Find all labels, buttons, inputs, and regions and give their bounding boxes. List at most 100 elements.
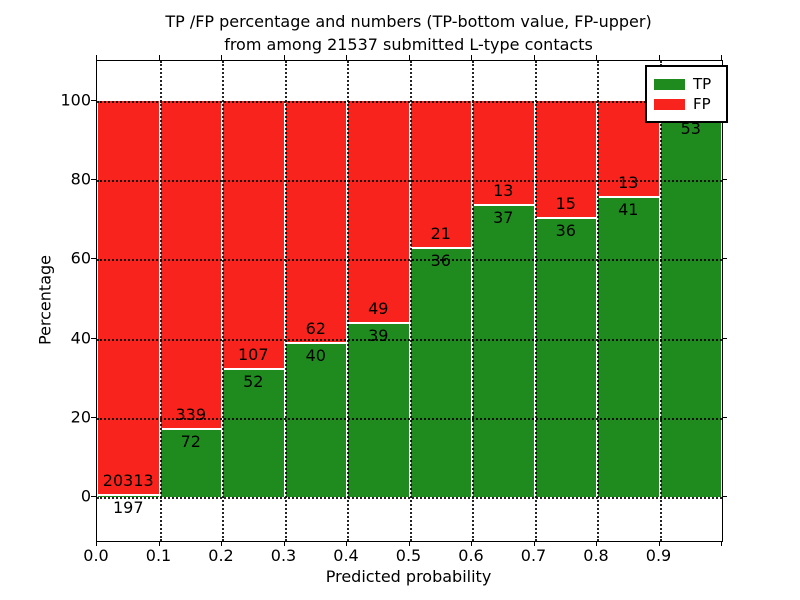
y-tick-mark [91,99,96,101]
bar-segment-tp [159,427,222,498]
tp-count-label: 41 [618,200,639,220]
x-tick-mark [533,55,535,60]
x-tick-mark [221,541,222,546]
tp-count-label: 36 [430,250,451,270]
x-tick-label: 0.1 [145,546,172,565]
tp-count-label: 36 [555,221,576,241]
x-tick-mark [96,55,97,60]
vertical-gridline [659,61,662,541]
tp-count-label: 52 [243,371,264,391]
tp-count-label: 39 [368,325,389,345]
x-tick-mark [596,541,597,546]
x-tick-mark [221,55,222,60]
x-tick-label: 0.6 [458,546,484,565]
x-tick-mark [283,541,285,546]
x-tick-mark [283,55,285,60]
fp-count-label: 49 [368,298,389,318]
legend-swatch-fp [654,99,685,110]
bar-segment-tp [659,114,722,498]
y-tick-mark [91,258,96,260]
fp-count-label: 339 [175,404,207,424]
x-tick-label: 0.2 [208,546,234,565]
y-tick-mark [722,258,727,260]
y-tick-mark [722,496,727,498]
vertical-gridline [409,61,412,541]
legend-item-fp: FP [654,96,720,113]
fp-count-label: 20313 [102,470,154,490]
y-tick-label: 80 [70,169,91,189]
x-tick-mark [471,55,472,60]
vertical-gridline [159,61,162,541]
bar-segment-fp [347,100,410,322]
y-tick-mark [91,417,96,419]
y-axis-label: Percentage [35,254,55,346]
chart-title-line2: from among 21537 submitted L-type contac… [224,35,593,54]
bar-segment-fp [409,100,472,247]
bar-segment-fp [97,100,160,494]
x-tick-mark [658,55,660,60]
fp-count-label: 107 [237,344,269,364]
legend-label: FP [693,95,711,113]
plot-area: 20313 197 339 72 107 52 62 40 49 39 21 36 13 37 15 36 13… [96,60,728,542]
x-tick-mark [721,55,722,60]
fp-count-label: 13 [493,180,514,200]
fp-count-label: 13 [618,173,639,193]
x-tick-mark [596,55,597,60]
tp-count-label: 40 [305,345,326,365]
y-tick-label: 60 [70,248,91,268]
vertical-gridline [472,61,474,541]
x-tick-mark [158,55,160,60]
x-tick-label: 0.5 [395,546,422,565]
y-tick-label: 40 [70,328,91,348]
x-tick-mark [158,541,160,546]
chart-title-line1: TP /FP percentage and numbers (TP-bottom… [165,12,652,31]
bar-segment-fp [472,100,535,204]
legend-swatch-tp [654,79,685,90]
x-tick-mark [96,541,97,546]
vertical-gridline [534,61,537,541]
fp-count-label: 21 [430,223,451,243]
y-tick-mark [91,337,96,339]
bar-segment-tp [347,321,410,498]
fp-count-label: 62 [305,318,326,338]
vertical-gridline [222,61,224,541]
x-tick-mark [408,55,410,60]
bar-segment-tp [597,196,660,498]
y-tick-label: 0 [80,486,91,506]
bar-segment-tp [472,203,535,498]
y-tick-mark [722,179,727,180]
chart-title: TP /FP percentage and numbers (TP-bottom… [96,10,721,56]
x-tick-label: 0.8 [583,546,609,565]
y-tick-mark [91,496,96,498]
x-tick-mark [721,541,722,546]
fp-count-label: 15 [555,194,576,214]
legend-item-tp: TP [654,76,720,93]
vertical-gridline [347,61,349,541]
tp-count-label: 197 [112,497,144,517]
bar-segment-fp [159,100,222,428]
y-tick-label: 20 [70,407,91,427]
bar-segment-fp [534,100,597,218]
tp-count-label: 72 [180,431,201,451]
x-tick-mark [346,541,347,546]
y-tick-mark [91,179,96,180]
bar-segment-tp [409,246,472,498]
x-tick-mark [408,541,410,546]
x-tick-mark [533,541,535,546]
legend-label: TP [693,75,712,93]
x-tick-label: 0.7 [520,546,547,565]
x-tick-mark [658,541,660,546]
y-tick-mark [722,337,727,339]
x-tick-mark [471,541,472,546]
x-axis-label: Predicted probability [325,567,492,586]
bar-segment-fp [284,100,347,342]
y-tick-label: 100 [60,90,91,110]
bar-segment-tp [534,217,597,498]
bar-segment-tp [97,493,160,498]
x-tick-mark [346,55,347,60]
x-tick-label: 0.9 [645,546,672,565]
vertical-gridline [284,61,287,541]
x-tick-label: 0.0 [83,546,109,565]
x-tick-label: 0.4 [333,546,359,565]
tp-count-label: 53 [680,118,701,138]
